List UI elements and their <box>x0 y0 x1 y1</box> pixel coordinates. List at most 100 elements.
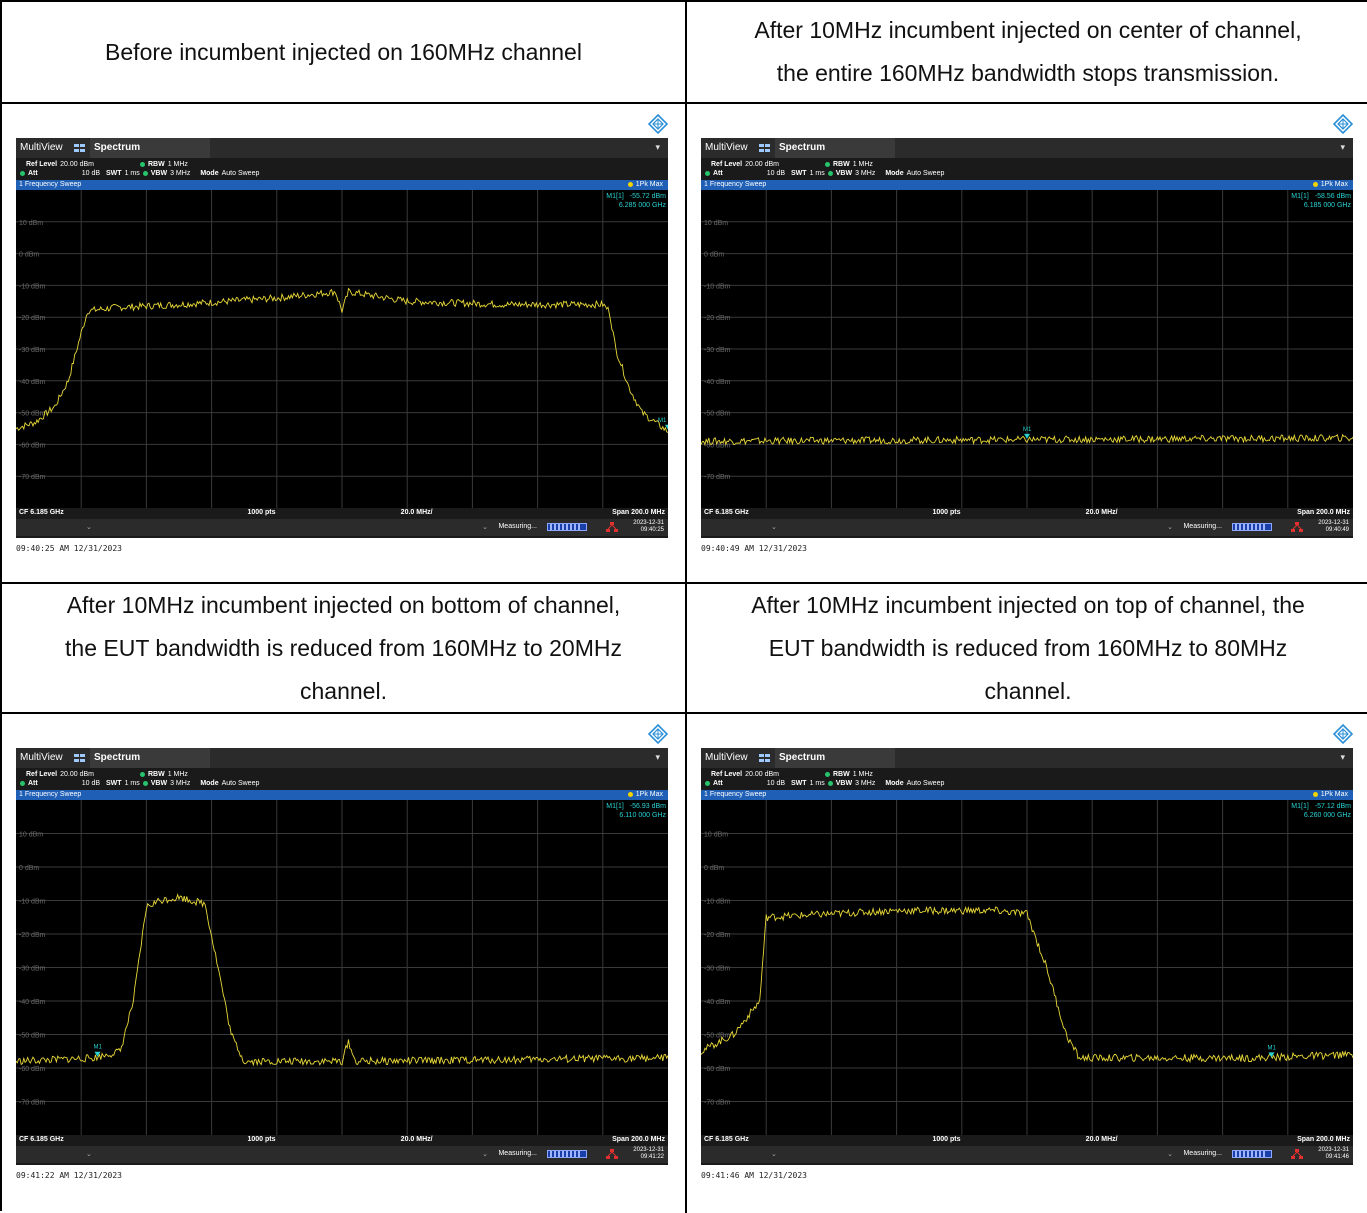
spectrum-trace-chart: 10 dBm 0 dBm -10 dBm -20 dBm -30 dBm -40 dBm -… <box>16 800 668 1135</box>
progress-segment <box>574 524 577 530</box>
multiview-label[interactable]: MultiView <box>705 752 748 763</box>
status-dot <box>139 771 145 777</box>
mode-value: Auto Sweep <box>906 170 945 177</box>
multiview-grid-icon[interactable] <box>74 144 85 152</box>
progress-segment <box>570 524 573 530</box>
swt-value: 1 ms <box>809 780 825 787</box>
y-axis-tick-label: 0 dBm <box>19 865 39 872</box>
y-axis-tick-label: 0 dBm <box>704 252 724 259</box>
scroll-left-icon[interactable]: ⌄ <box>86 524 92 531</box>
marker-readout-line: M1[1] -55.72 dBm <box>606 192 666 201</box>
multiview-grid-icon[interactable] <box>759 144 770 152</box>
caption-line: After 10MHz incumbent injected on center… <box>754 17 1302 43</box>
status-dot <box>827 780 833 786</box>
mode-label: Mode <box>885 170 904 177</box>
multiview-grid-icon[interactable] <box>759 754 770 762</box>
date-time: 2023-12-31 09:41:46 <box>1318 1147 1349 1161</box>
y-axis-tick-label: 10 dBm <box>19 220 43 227</box>
att-value: 10 dB <box>766 780 786 787</box>
multiview-label[interactable]: MultiView <box>20 752 63 763</box>
analyzer-screenshot: MultiView Spectrum ▾ Ref Level 20.00 dBm RBW 1… <box>701 724 1353 1186</box>
rbw-label: RBW <box>147 771 165 778</box>
measurement-progress-bar <box>547 523 588 531</box>
mode-label: Mode <box>200 170 219 177</box>
span-value: Span 200.0 MHz <box>1297 509 1350 516</box>
network-status-icon[interactable] <box>606 521 619 533</box>
dropdown-icon[interactable]: ▾ <box>655 142 660 152</box>
scroll-left-icon[interactable]: ⌄ <box>771 1151 777 1158</box>
marker-m1[interactable] <box>665 424 668 430</box>
multiview-label[interactable]: MultiView <box>705 142 748 153</box>
progress-segment <box>1251 524 1254 530</box>
tab-spectrum[interactable]: Spectrum <box>775 748 895 768</box>
sweep-title: 1 Frequency Sweep <box>19 791 82 798</box>
mode: Mode Auto Sweep <box>200 170 259 177</box>
rbw: RBW 1 MHz <box>824 771 873 778</box>
scroll-icon[interactable]: ⌄ <box>482 1151 489 1158</box>
dropdown-icon[interactable]: ▾ <box>1340 752 1345 762</box>
rs-logo-icon <box>1333 114 1353 134</box>
network-status-icon[interactable] <box>1291 1148 1304 1160</box>
status-dot <box>142 170 148 176</box>
att-value: 10 dB <box>766 170 786 177</box>
y-axis-tick-label: -10 dBm <box>19 899 46 906</box>
frequency-axis-bar: CF 6.185 GHz 1000 pts 20.0 MHz/Span 200.0 … <box>16 1135 668 1146</box>
date-time: 2023-12-31 09:41:22 <box>633 1147 664 1161</box>
tab-spectrum[interactable]: Spectrum <box>90 138 210 158</box>
sweep-title: 1 Frequency Sweep <box>704 181 767 188</box>
progress-segment <box>554 1151 557 1157</box>
scroll-icon[interactable]: ⌄ <box>1167 1151 1174 1158</box>
frequency-axis-bar: CF 6.185 GHz 1000 pts 20.0 MHz/Span 200.0 … <box>701 508 1353 519</box>
status-time: 09:41:22 <box>640 1154 664 1160</box>
scroll-icon[interactable]: ⌄ <box>482 524 489 531</box>
status-date: 2023-12-31 <box>633 1147 664 1153</box>
marker-m1[interactable] <box>1024 433 1030 439</box>
marker-readout-level: -57.12 dBm <box>1314 803 1351 810</box>
tab-spectrum[interactable]: Spectrum <box>90 748 210 768</box>
scroll-left-icon[interactable]: ⌄ <box>771 524 777 531</box>
param-row-2: Att 10 dB SWT 1 ms VBW 3 MHz Mode Auto Sweep <box>20 780 259 787</box>
y-axis-tick-label: -70 dBm <box>704 1100 731 1107</box>
dropdown-icon[interactable]: ▾ <box>655 752 660 762</box>
marker-m1[interactable] <box>94 1051 101 1057</box>
caption-line: EUT bandwidth is reduced from 160MHz to … <box>768 634 1288 661</box>
span-value: Span 200.0 MHz <box>612 509 665 516</box>
progress-segment <box>566 1151 569 1157</box>
y-axis-tick-label: 10 dBm <box>704 832 728 839</box>
network-status-icon[interactable] <box>606 1148 619 1160</box>
att-value: 10 dB <box>81 170 101 177</box>
progress-segment <box>1263 1151 1266 1157</box>
progress-segment <box>1239 1151 1242 1157</box>
y-axis-tick-label: -40 dBm <box>704 379 731 386</box>
scroll-icon[interactable]: ⌄ <box>1167 524 1174 531</box>
multiview-label[interactable]: MultiView <box>20 142 63 153</box>
spectrum-trace-chart: 10 dBm 0 dBm -10 dBm -20 dBm -30 dBm -40 dBm -… <box>16 190 668 508</box>
mode-value: Auto Sweep <box>221 170 260 177</box>
screenshot-cell-4: MultiView Spectrum ▾ Ref Level 20.00 dBm RBW 1… <box>687 714 1367 1213</box>
tab-spectrum[interactable]: Spectrum <box>775 138 895 158</box>
title-bar: MultiView Spectrum ▾ <box>16 138 668 158</box>
marker-readout-frequency: 6.260 000 GHz <box>1303 812 1351 819</box>
center-frequency: CF 6.185 GHz <box>19 1136 64 1143</box>
y-axis-tick-label: -30 dBm <box>704 966 731 973</box>
att: Att 10 dB <box>705 170 785 177</box>
network-status-icon[interactable] <box>1291 521 1304 533</box>
status-dot <box>20 170 25 176</box>
progress-segment <box>1243 1151 1246 1157</box>
scroll-left-icon[interactable]: ⌄ <box>86 1151 92 1158</box>
swt: SWT 1 ms <box>106 780 140 787</box>
status-dot <box>139 161 145 167</box>
center-frequency: CF 6.185 GHz <box>704 1136 749 1143</box>
marker-m1[interactable] <box>1268 1052 1275 1058</box>
dropdown-icon[interactable]: ▾ <box>1340 142 1345 152</box>
multiview-grid-icon[interactable] <box>74 754 85 762</box>
rbw: RBW 1 MHz <box>139 771 188 778</box>
status-dot <box>20 780 25 786</box>
status-dot <box>142 780 148 786</box>
title-bar: MultiView Spectrum ▾ <box>701 748 1353 768</box>
marker-readout-label: M1[1] <box>1291 193 1309 200</box>
rs-logo-icon <box>648 114 668 134</box>
caption-line: the EUT bandwidth is reduced from 160MHz… <box>65 634 622 661</box>
marker-readout: M1[1] -55.72 dBm 6.285 000 GHz <box>606 192 666 210</box>
status-time: 09:40:49 <box>1325 527 1349 533</box>
